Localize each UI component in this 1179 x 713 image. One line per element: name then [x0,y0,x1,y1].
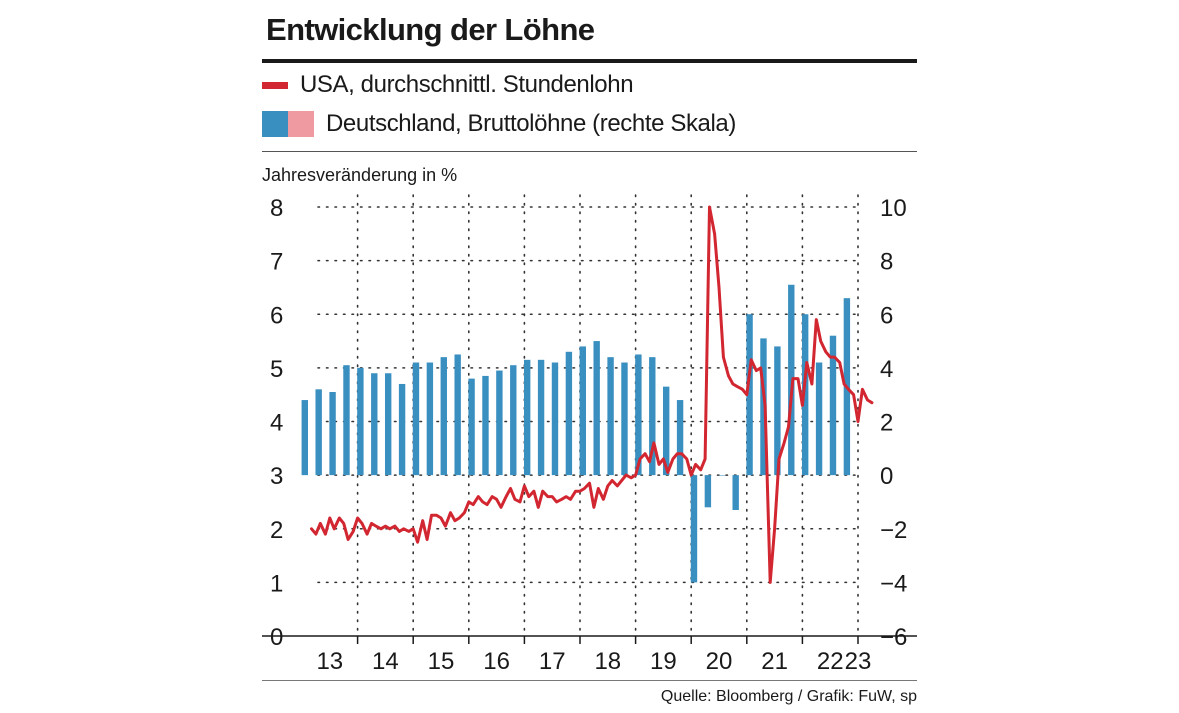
bar-deutschland [621,362,628,476]
left-tick-label: 4 [270,410,283,437]
source-note: Quelle: Bloomberg / Grafik: FuW, sp [660,688,917,705]
bar-deutschland [440,357,447,476]
bar-deutschland [676,400,684,476]
right-tick-label: 10 [880,195,907,222]
legend-bar-swatch [262,111,288,137]
x-tick-label: 15 [428,648,455,675]
y-axis-label: Jahresveränderung in % [262,165,457,185]
left-tick-label: 2 [270,517,283,544]
bar-deutschland [412,362,420,476]
bar-deutschland [746,314,753,476]
bar-deutschland [343,365,350,476]
line-usa-stundenlohn [310,205,874,584]
left-tick-label: 3 [270,463,283,490]
legend-bar-swatch-alt [288,111,314,137]
left-tick-label: 0 [270,624,283,651]
x-tick-label: 13 [316,648,343,675]
x-tick-label: 19 [650,648,677,675]
x-tick-label: 21 [761,648,788,675]
x-tick-label: 18 [594,648,621,675]
x-tick-label: 22 [817,648,844,675]
legend-label-usa: USA, durchschnittl. Stundenlohn [300,71,634,98]
bar-deutschland [774,346,781,476]
right-tick-label: −6 [880,624,907,651]
bar-deutschland [371,373,378,476]
legend-label-deutschland: Deutschland, Bruttolöhne (rechte Skala) [326,110,736,137]
right-tick-label: 6 [880,302,893,329]
bar-deutschland [523,359,531,476]
chart-title: Entwicklung der Löhne [266,12,595,47]
right-tick-label: −4 [880,570,907,597]
legend-rule [262,151,917,152]
x-axis-ticks: 13 14 15 16 17 18 19 20 21 22 23 [316,636,871,675]
right-tick-label: −2 [880,517,907,544]
left-tick-label: 1 [270,570,283,597]
line-series-usa [310,205,874,584]
bar-deutschland [662,386,670,476]
bar-deutschland [315,389,322,476]
bar-deutschland [468,378,475,476]
left-tick-label: 5 [270,356,283,383]
bar-deutschland [760,338,767,476]
bar-deutschland [482,375,489,476]
left-tick-label: 8 [270,195,283,222]
bar-deutschland [829,335,837,476]
bar-deutschland [454,354,461,476]
bar-deutschland [384,373,392,476]
bar-deutschland [579,346,586,476]
bar-deutschland [801,314,809,476]
left-axis-ticks: 0 1 2 3 4 5 6 7 8 [270,195,283,651]
bar-deutschland [398,383,406,476]
bar-deutschland [635,354,642,476]
right-tick-label: 8 [880,249,893,276]
bar-deutschland [301,400,308,476]
x-tick-label: 14 [372,648,399,675]
bar-deutschland [690,475,698,583]
bar-deutschland [593,341,600,476]
x-tick-label: 20 [706,648,733,675]
bar-deutschland [649,357,656,476]
bar-deutschland [607,357,614,476]
bar-deutschland [551,362,559,476]
bar-deutschland [357,367,364,476]
left-tick-label: 6 [270,302,283,329]
bar-deutschland [426,362,434,476]
legend-item-deutschland: Deutschland, Bruttolöhne (rechte Skala) [262,110,736,138]
x-tick-label: 23 [845,648,872,675]
bar-deutschland [718,475,725,476]
bar-deutschland [537,359,545,476]
title-rule [262,59,917,63]
footer-rule [262,680,917,681]
legend-item-usa: USA, durchschnittl. Stundenlohn [262,71,634,99]
right-axis-ticks: −6 −4 −2 0 2 4 6 8 10 [880,195,907,651]
x-tick-label: 17 [539,648,566,675]
bar-deutschland [815,362,823,476]
bar-deutschland [704,475,712,508]
right-tick-label: 0 [880,463,893,490]
right-tick-label: 2 [880,410,893,437]
right-tick-label: 4 [880,356,893,383]
legend-line-swatch [262,81,288,89]
left-tick-label: 7 [270,249,283,276]
x-tick-label: 16 [483,648,510,675]
bar-deutschland [496,370,503,476]
bar-deutschland [732,475,739,510]
bar-deutschland [510,365,517,476]
bar-deutschland [565,351,573,476]
bar-deutschland [329,392,336,476]
